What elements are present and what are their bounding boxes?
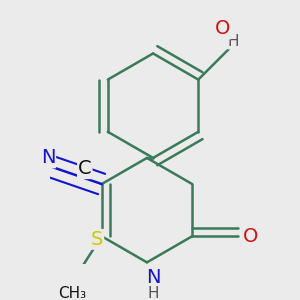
Text: O: O	[215, 20, 231, 38]
Text: O: O	[243, 227, 258, 246]
Text: H: H	[147, 286, 159, 300]
Text: S: S	[91, 230, 103, 249]
Text: N: N	[41, 148, 55, 167]
Text: H: H	[228, 34, 239, 49]
Text: N: N	[146, 268, 160, 287]
Text: CH₃: CH₃	[58, 286, 87, 300]
Text: C: C	[78, 159, 92, 178]
